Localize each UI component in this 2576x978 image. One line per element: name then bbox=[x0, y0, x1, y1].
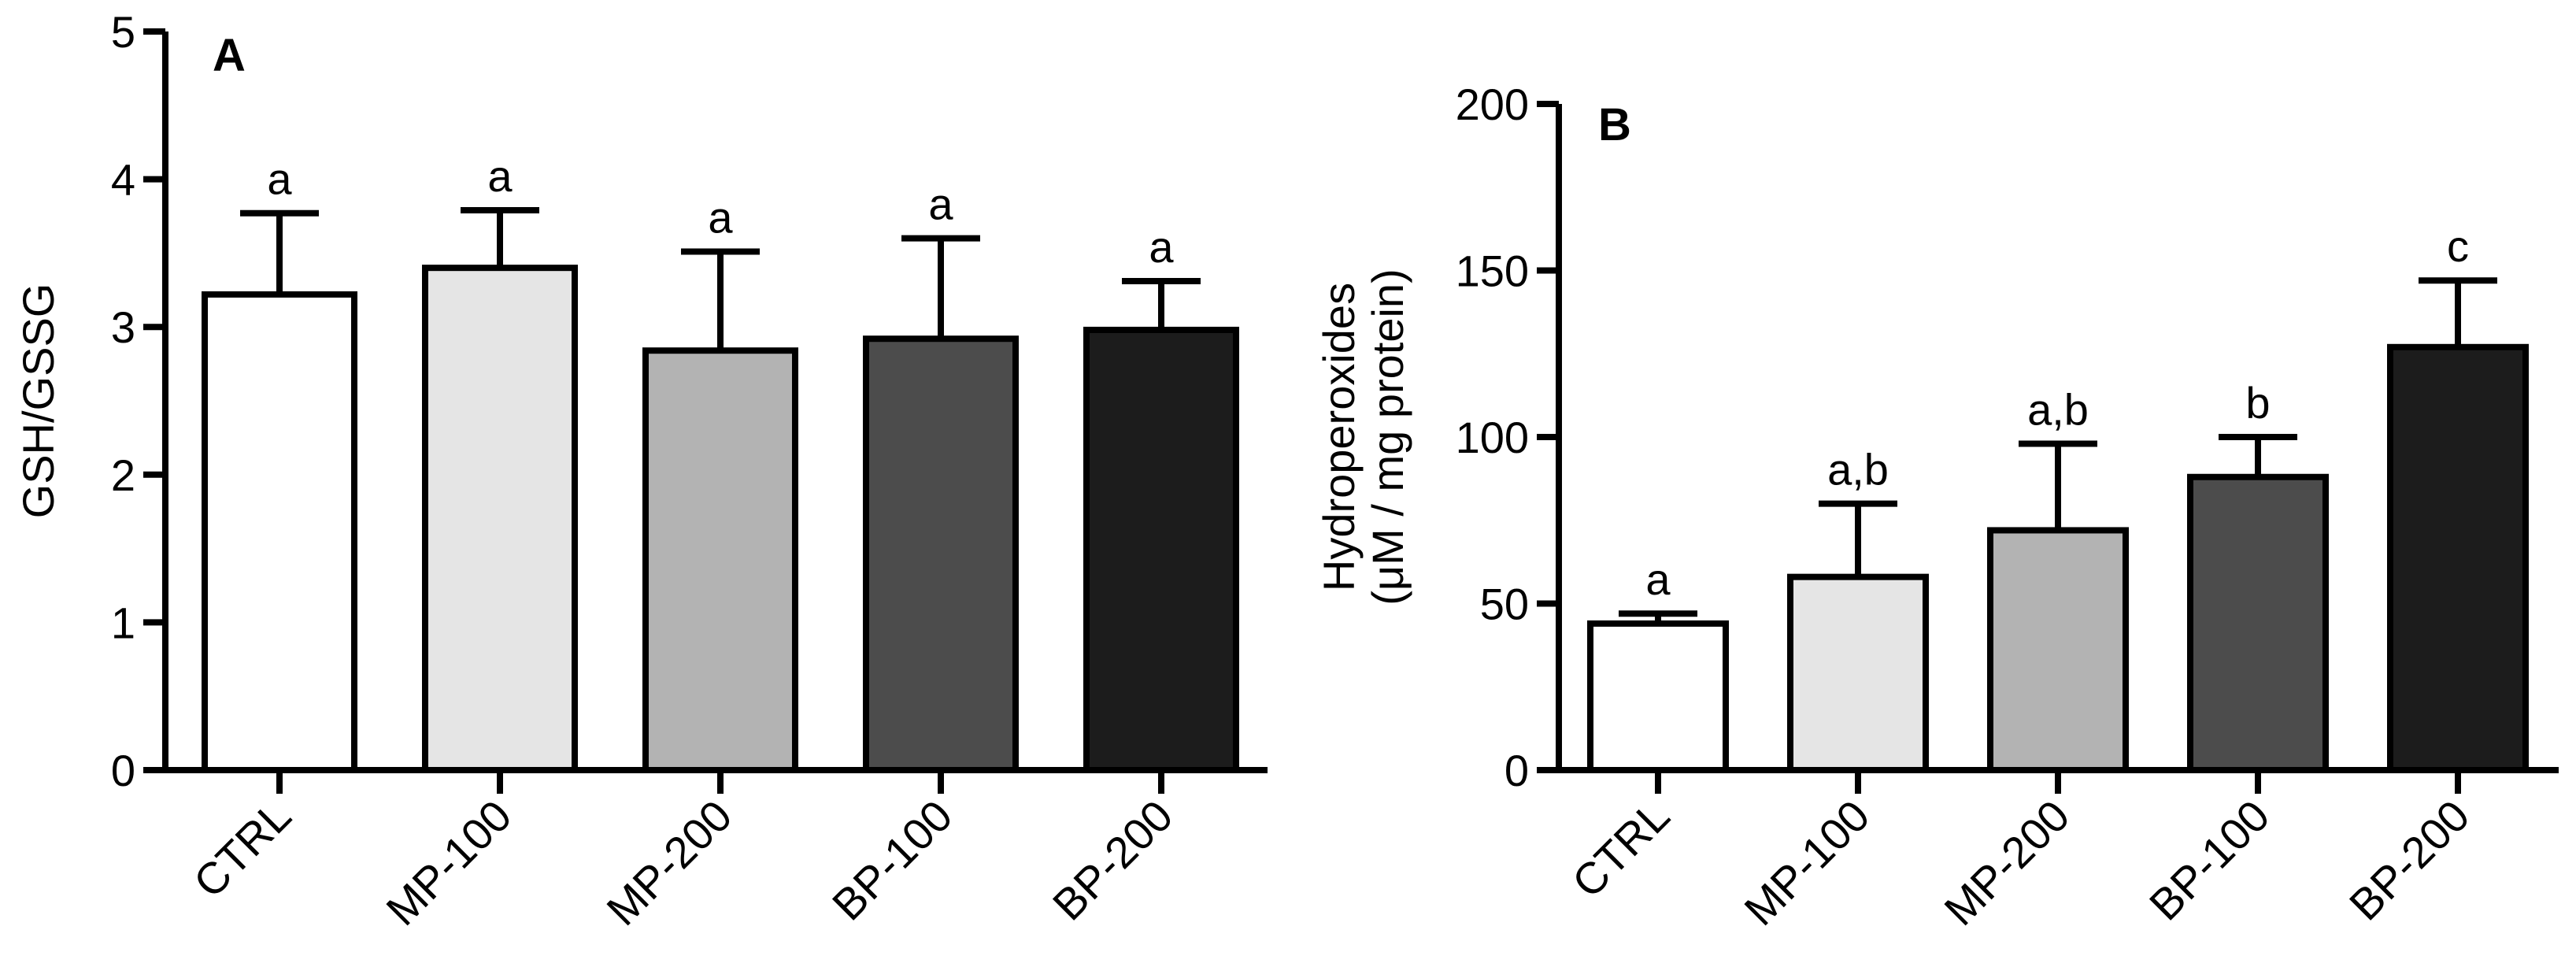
panel-a-y-tick-label: 4 bbox=[111, 155, 135, 205]
panel-a-y-tick-label: 2 bbox=[111, 450, 135, 500]
panel-b-category-label: MP-100 bbox=[1734, 791, 1878, 935]
panel-b-bar bbox=[2387, 343, 2529, 774]
panel-b-y-tick-label: 100 bbox=[1456, 413, 1529, 462]
panel-b-chart: 0 50 100 150 200 Hydroperoxides (μM / mg prote… bbox=[1314, 80, 2559, 935]
panel-a-significance-label: a bbox=[487, 151, 513, 201]
panel-b-significance-label: b bbox=[2245, 378, 2270, 428]
panel-a-y-axis-label: GSH/GSSG bbox=[13, 283, 63, 519]
panel-b-bar bbox=[1787, 573, 1929, 773]
panel-a-category-label: BP-100 bbox=[823, 791, 962, 930]
panel-b-y-tick-label: 50 bbox=[1480, 580, 1529, 629]
panel-b-y-tick-label: 150 bbox=[1456, 246, 1529, 296]
panel-a-y-tick-label: 0 bbox=[111, 746, 135, 795]
panel-b-significance-label: a bbox=[1645, 554, 1671, 604]
panel-a-chart: 0 1 2 3 4 5 GSH/GSSG Aa CTRL a MP-100 a MP-200 a BP-10… bbox=[13, 7, 1268, 935]
panel-b-y-tick-label: 200 bbox=[1456, 80, 1529, 129]
panel-b-bar bbox=[2187, 473, 2329, 773]
panel-b-panel-letter: B bbox=[1598, 99, 1631, 150]
panel-a-category-label: BP-200 bbox=[1043, 791, 1183, 930]
panel-b-bar bbox=[1987, 527, 2129, 773]
panel-a-category-label: MP-200 bbox=[597, 791, 741, 935]
panel-b-category-label: BP-100 bbox=[2140, 791, 2279, 930]
panel-a-bar bbox=[863, 335, 1019, 773]
panel-b-category-label: BP-200 bbox=[2340, 791, 2479, 930]
panel-b-y-axis-label: Hydroperoxides bbox=[1314, 283, 1364, 591]
panel-a-significance-label: a bbox=[928, 180, 953, 229]
panel-a-y-tick-label: 5 bbox=[111, 7, 135, 57]
panel-a-significance-label: a bbox=[1149, 222, 1174, 272]
panel-a-bar bbox=[202, 291, 357, 774]
panel-a-panel-letter: A bbox=[213, 30, 246, 81]
panel-b-significance-label: c bbox=[2447, 221, 2469, 271]
panel-a-significance-label: a bbox=[708, 193, 733, 243]
panel-b-category-label: MP-200 bbox=[1934, 791, 2078, 935]
panel-b-significance-label: a,b bbox=[1827, 445, 1889, 495]
panel-a-category-label: CTRL bbox=[184, 791, 301, 907]
panel-a-bar bbox=[1083, 326, 1239, 773]
panel-b-bar bbox=[1587, 620, 1729, 773]
panel-a-significance-label: a bbox=[267, 154, 292, 204]
panel-b-category-label: CTRL bbox=[1563, 791, 1679, 907]
panel-a-y-tick-label: 1 bbox=[111, 598, 135, 647]
panel-a-y-tick-label: 3 bbox=[111, 302, 135, 352]
panel-a-bar bbox=[422, 265, 578, 774]
panel-b-significance-label: a,b bbox=[2027, 384, 2089, 434]
panel-a-category-label: MP-100 bbox=[376, 791, 520, 935]
panel-b-y-axis-label: (μM / mg protein) bbox=[1363, 269, 1412, 605]
panel-b-y-tick-label: 0 bbox=[1505, 746, 1529, 795]
panel-a-bar bbox=[642, 347, 798, 773]
